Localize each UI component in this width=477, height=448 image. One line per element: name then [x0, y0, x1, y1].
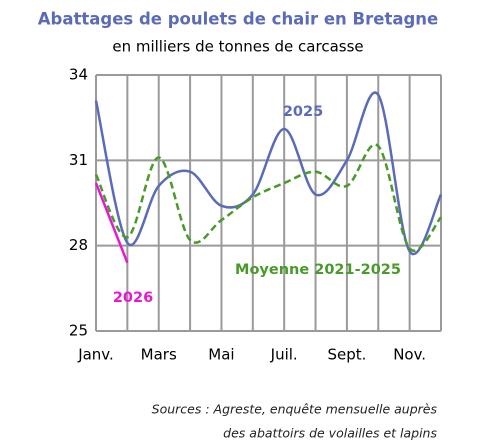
x-tick-label: Sept. [327, 346, 366, 364]
x-tick-label: Mars [141, 346, 177, 364]
series-label: Moyenne 2021-2025 [235, 262, 401, 278]
y-tick-label: 34 [69, 66, 88, 84]
x-tick-label: Janv. [77, 346, 114, 364]
source: Sources : Agreste, enquête mensuelle aup… [152, 402, 438, 417]
y-tick-label: 31 [69, 151, 88, 169]
chart-subtitle: en milliers de tonnes de carcasse [112, 38, 363, 56]
series-line [94, 143, 442, 252]
x-tick-label: Juil. [270, 346, 298, 364]
series-label: 2025 [283, 104, 323, 120]
chart-title: Abattages de poulets de chair en Bretagn… [38, 10, 438, 29]
y-tick-label: 25 [69, 322, 88, 340]
source: des abattoirs de volailles et lapins [223, 426, 437, 441]
series-label: 2026 [113, 290, 153, 306]
y-tick-label: 28 [69, 236, 88, 254]
x-tick-label: Mai [208, 346, 234, 364]
series-line [94, 182, 129, 264]
series-line [94, 91, 443, 256]
x-tick-label: Nov. [393, 346, 426, 364]
